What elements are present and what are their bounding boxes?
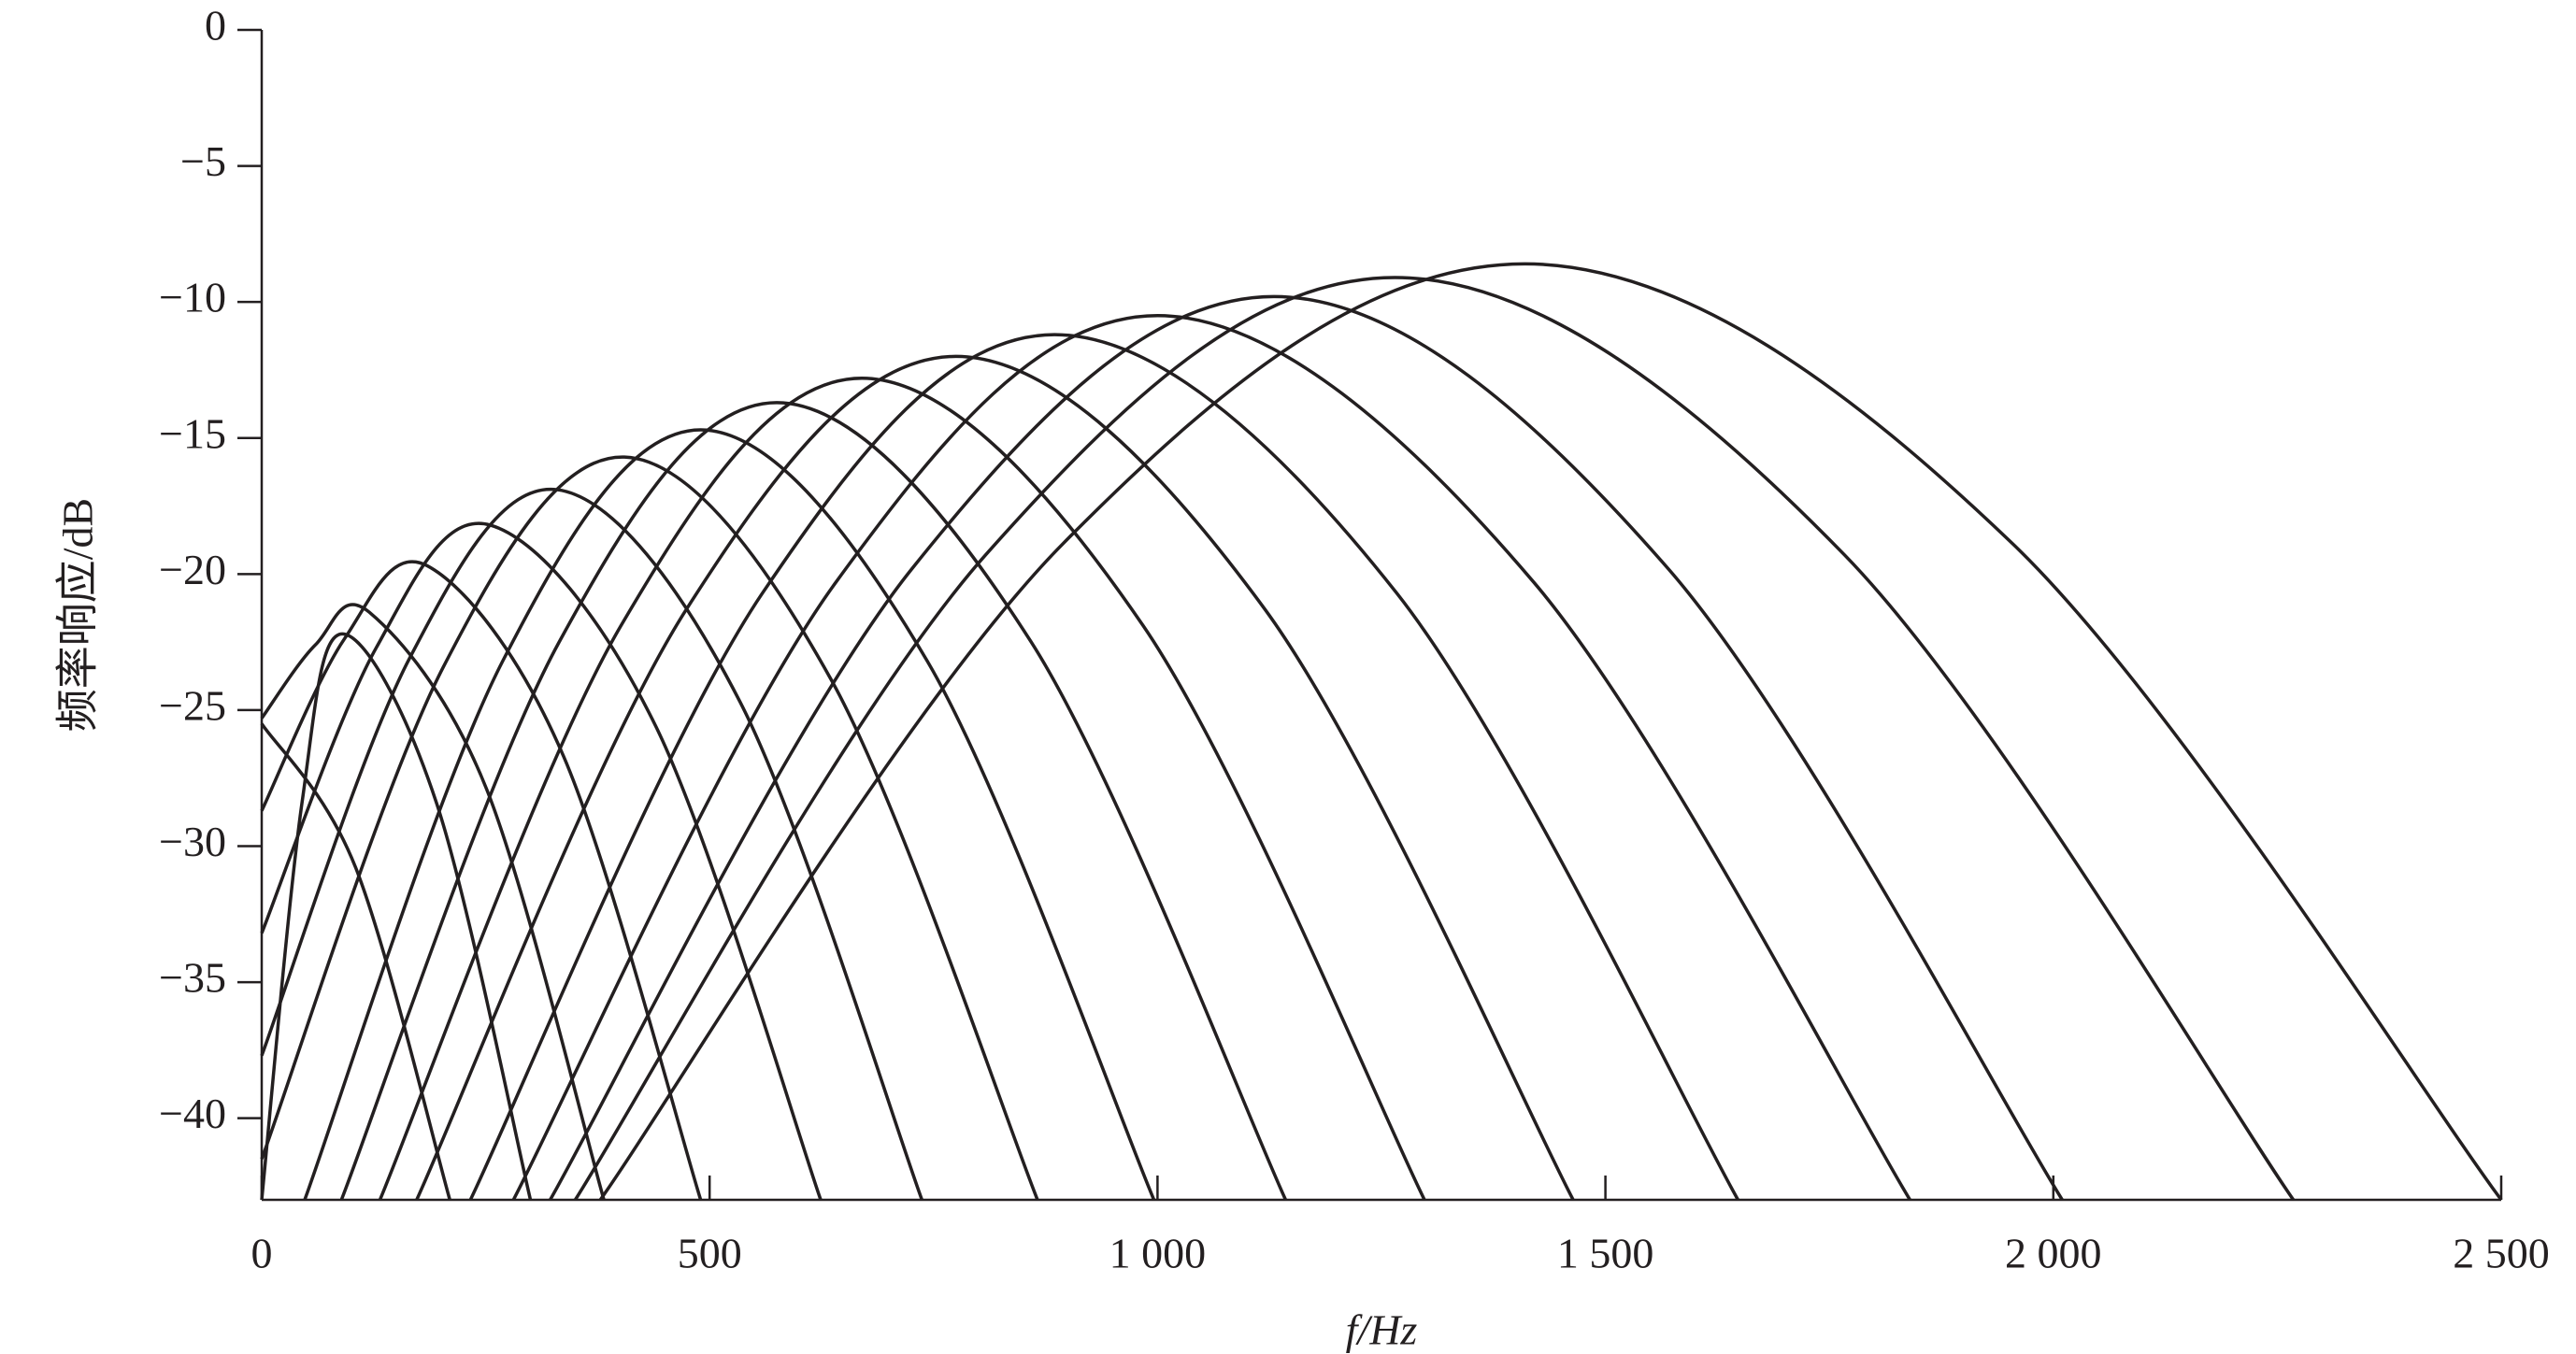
- response-curve: [303, 428, 1156, 1201]
- y-tick-label: 0: [205, 2, 226, 50]
- y-tick-label: −35: [159, 954, 226, 1002]
- y-axis-label: 频率响应/dB: [54, 498, 102, 732]
- x-tick-label: 2 000: [2005, 1230, 2102, 1277]
- response-curve: [415, 354, 1575, 1201]
- y-tick-label: −5: [180, 137, 226, 185]
- response-curve: [260, 722, 451, 1201]
- y-tick-label: −15: [159, 409, 226, 457]
- response-curve: [339, 401, 1288, 1201]
- y-tick-label: −40: [159, 1090, 226, 1137]
- response-curve: [260, 632, 533, 1201]
- response-curve: [260, 487, 923, 1201]
- x-tick-label: 1 000: [1109, 1230, 1207, 1277]
- response-curve: [468, 333, 1739, 1201]
- response-curve: [598, 262, 2503, 1202]
- x-tick-label: 500: [678, 1230, 742, 1277]
- x-tick-label: 2 500: [2453, 1230, 2550, 1277]
- x-axis-label: f/Hz: [1346, 1306, 1418, 1354]
- x-tick-label: 0: [251, 1230, 273, 1277]
- response-curve: [260, 560, 703, 1201]
- x-tick-label: 1 500: [1557, 1230, 1654, 1277]
- response-curve: [260, 455, 1039, 1201]
- response-curve: [573, 276, 2296, 1201]
- response-curve: [549, 294, 2064, 1201]
- y-tick-label: −25: [159, 681, 226, 729]
- y-tick-label: −20: [159, 546, 226, 593]
- response-curve: [260, 603, 606, 1201]
- response-curve: [260, 521, 823, 1201]
- response-curve: [378, 376, 1426, 1201]
- y-tick-label: −30: [159, 818, 226, 865]
- response-curve: [511, 313, 1911, 1201]
- y-tick-label: −10: [159, 274, 226, 321]
